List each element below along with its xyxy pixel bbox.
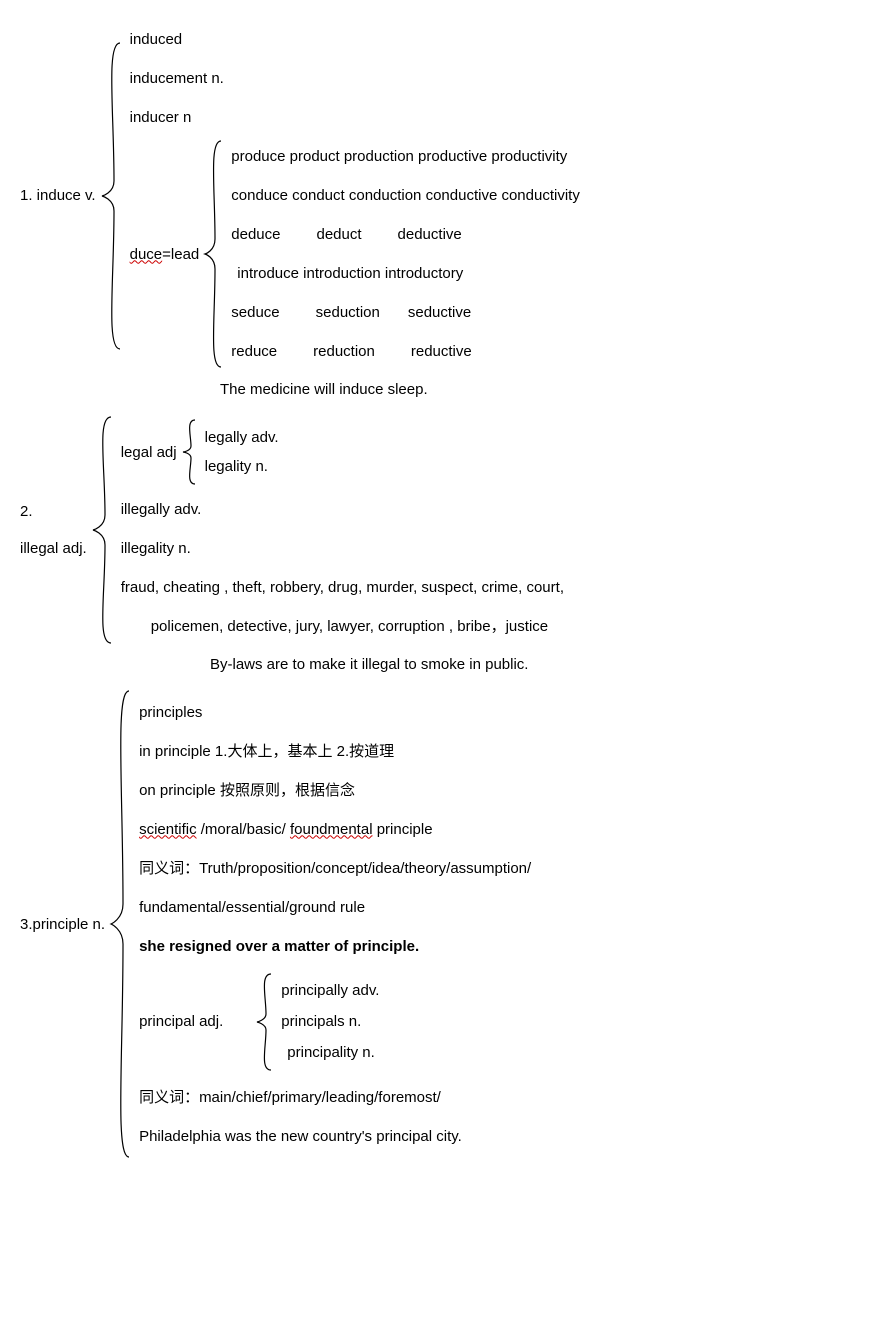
legal-children: legally adv. legality n. bbox=[205, 423, 279, 481]
duce-label: duce=lead bbox=[130, 244, 200, 265]
text-line: deducedeductdeductive bbox=[231, 224, 580, 245]
duce-subentry: duce=lead produce product production pro… bbox=[130, 137, 580, 371]
text-line: illegality n. bbox=[121, 538, 564, 559]
text-line: fraud, cheating , theft, robbery, drug, … bbox=[121, 577, 564, 598]
brace-icon bbox=[109, 689, 131, 1159]
squiggle-text: foundmental bbox=[290, 821, 373, 838]
text-line: inducer n bbox=[130, 107, 580, 128]
brace-icon bbox=[255, 972, 273, 1072]
text-line: policemen, detective, jury, lawyer, corr… bbox=[121, 616, 564, 637]
entry-3-label: 3.principle n. bbox=[20, 914, 105, 935]
text-line: inducement n. bbox=[130, 68, 580, 89]
entry-1-children: induced inducement n. inducer n duce=lea… bbox=[130, 20, 580, 371]
principal-label: principal adj. bbox=[139, 1011, 223, 1032]
text-line: introduce introduction introductory bbox=[231, 263, 580, 284]
text-line: conduce conduct conduction conductive co… bbox=[231, 185, 580, 206]
text-line: Philadelphia was the new country's princ… bbox=[139, 1126, 531, 1147]
entry-3-children: principles in principle 1.大体上，基本上 2.按道理 … bbox=[139, 693, 531, 1156]
text-line: induced bbox=[130, 29, 580, 50]
bold-sentence: she resigned over a matter of principle. bbox=[139, 936, 531, 957]
text-line: principally adv. bbox=[281, 980, 379, 1001]
principal-children: principally adv. principals n. principal… bbox=[281, 975, 379, 1068]
brace-icon bbox=[91, 415, 113, 645]
text-line: illegally adv. bbox=[121, 499, 564, 520]
entry-induce: 1. induce v. induced inducement n. induc… bbox=[20, 20, 866, 371]
example-sentence: By-laws are to make it illegal to smoke … bbox=[210, 654, 866, 675]
entry-1-label: 1. induce v. bbox=[20, 185, 96, 206]
legal-subentry: legal adj legally adv. legality n. bbox=[121, 418, 564, 486]
entry-principle: 3.principle n. principles in principle 1… bbox=[20, 689, 866, 1159]
duce-children: produce product production productive pr… bbox=[231, 137, 580, 371]
text-line: scientific /moral/basic/ foundmental pri… bbox=[139, 819, 531, 840]
text-line: legality n. bbox=[205, 456, 279, 477]
text-line: principality n. bbox=[281, 1042, 379, 1063]
text-line: 同义词：Truth/proposition/concept/idea/theor… bbox=[139, 858, 531, 879]
principal-subentry: principal adj. principally adv. principa… bbox=[139, 972, 531, 1072]
brace-icon bbox=[181, 418, 197, 486]
squiggle-text: duce bbox=[130, 246, 163, 263]
text-line: produce product production productive pr… bbox=[231, 146, 580, 167]
text-line: 同义词：main/chief/primary/leading/foremost/ bbox=[139, 1087, 531, 1108]
text: =lead bbox=[162, 246, 199, 263]
text: illegal adj. bbox=[20, 538, 87, 559]
legal-label: legal adj bbox=[121, 442, 177, 463]
squiggle-text: scientific bbox=[139, 821, 197, 838]
entry-illegal: 2. illegal adj. legal adj legally adv. l… bbox=[20, 414, 866, 646]
example-sentence: The medicine will induce sleep. bbox=[220, 379, 866, 400]
entry-2-label: 2. illegal adj. bbox=[20, 501, 87, 559]
entry-2-children: legal adj legally adv. legality n. illeg… bbox=[121, 414, 564, 646]
text-line: in principle 1.大体上，基本上 2.按道理 bbox=[139, 741, 531, 762]
text-line: principles bbox=[139, 702, 531, 723]
brace-icon bbox=[203, 139, 223, 369]
text-line: on principle 按照原则，根据信念 bbox=[139, 780, 531, 801]
text-line: fundamental/essential/ground rule bbox=[139, 897, 531, 918]
text-line: principals n. bbox=[281, 1011, 379, 1032]
text-line: seduceseductionseductive bbox=[231, 302, 580, 323]
text-line: legally adv. bbox=[205, 427, 279, 448]
text-line: reducereductionreductive bbox=[231, 341, 580, 362]
brace-icon bbox=[100, 41, 122, 351]
text: 2. bbox=[20, 501, 87, 522]
